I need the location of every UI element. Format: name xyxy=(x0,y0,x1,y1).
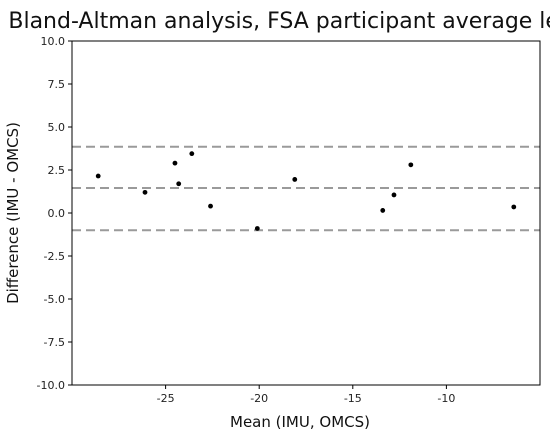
data-point xyxy=(511,204,517,210)
chart-title: Bland-Altman analysis, FSA participant a… xyxy=(8,9,550,34)
x-tick-label: -20 xyxy=(250,392,268,405)
x-tick-label: -10 xyxy=(437,392,455,405)
data-point xyxy=(95,173,101,179)
y-tick-label: 10.0 xyxy=(41,35,66,48)
x-tick-label: -15 xyxy=(344,392,362,405)
data-point xyxy=(189,151,195,157)
y-tick-label: 7.5 xyxy=(48,78,66,91)
x-axis-label: Mean (IMU, OMCS) xyxy=(230,413,370,431)
y-axis-label: Difference (IMU - OMCS) xyxy=(4,122,22,304)
data-point xyxy=(208,203,213,209)
plot-frame xyxy=(71,40,541,386)
x-tick-label: -25 xyxy=(157,392,175,405)
y-tick-label: -7.5 xyxy=(44,336,65,349)
y-tick-label: 2.5 xyxy=(48,164,66,177)
data-point xyxy=(142,189,148,195)
plot-area: 10.0 7.5 5.0 2.5 0.0 -2.5 -5.0 -7.5 -10.0 -25 -20 -… xyxy=(37,35,541,405)
y-tick-label: -10.0 xyxy=(37,379,65,392)
data-point xyxy=(254,226,260,231)
data-point xyxy=(172,160,178,166)
data-point xyxy=(391,192,397,198)
y-tick-label: 5.0 xyxy=(48,121,66,134)
y-tick-label: -5.0 xyxy=(44,293,65,306)
data-point xyxy=(176,181,182,187)
data-point xyxy=(380,208,386,213)
y-tick-label: -2.5 xyxy=(44,250,65,263)
y-tick-label: 0.0 xyxy=(48,207,66,220)
data-point xyxy=(292,177,298,182)
data-point xyxy=(408,162,414,168)
